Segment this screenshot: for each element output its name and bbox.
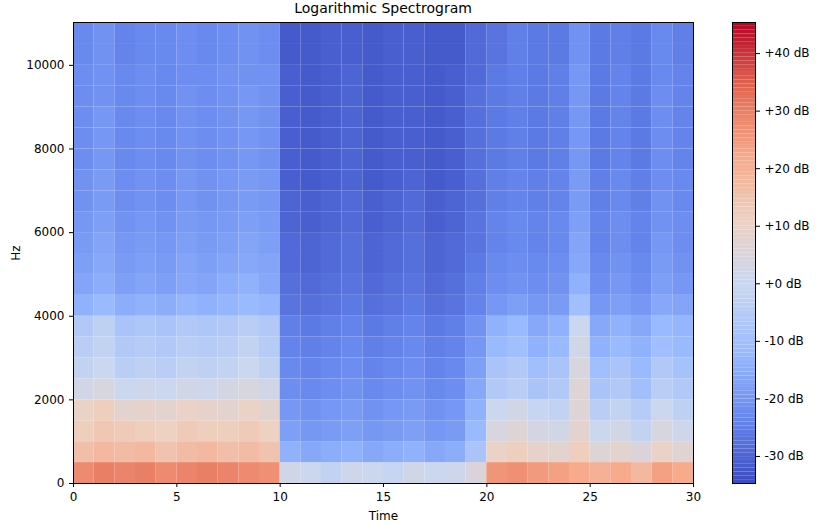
svg-text:+20 dB: +20 dB	[765, 162, 810, 176]
svg-text:Hz: Hz	[9, 245, 23, 260]
svg-text:Time: Time	[368, 509, 398, 523]
svg-text:+0 dB: +0 dB	[765, 277, 802, 291]
svg-text:30: 30	[686, 490, 701, 504]
svg-text:+10 dB: +10 dB	[765, 219, 810, 233]
svg-text:-20 dB: -20 dB	[765, 392, 804, 406]
html-text:Logarithmic Spectrogram: Logarithmic Spectrogram	[294, 0, 472, 16]
svg-text:2000: 2000	[34, 393, 65, 407]
svg-text:5: 5	[173, 490, 181, 504]
svg-text:25: 25	[583, 490, 598, 504]
svg-text:6000: 6000	[34, 225, 65, 239]
svg-text:0: 0	[57, 476, 65, 490]
svg-text:0: 0	[70, 490, 78, 504]
svg-text:-30 dB: -30 dB	[765, 449, 804, 463]
svg-text:8000: 8000	[34, 142, 65, 156]
svg-text:15: 15	[376, 490, 391, 504]
svg-text:10000: 10000	[26, 58, 64, 72]
svg-text:+30 dB: +30 dB	[765, 104, 810, 118]
svg-text:20: 20	[479, 490, 494, 504]
svg-text:10: 10	[273, 490, 288, 504]
svg-text:4000: 4000	[34, 309, 65, 323]
svg-text:+40 dB: +40 dB	[765, 46, 810, 60]
svg-text:-10 dB: -10 dB	[765, 334, 804, 348]
